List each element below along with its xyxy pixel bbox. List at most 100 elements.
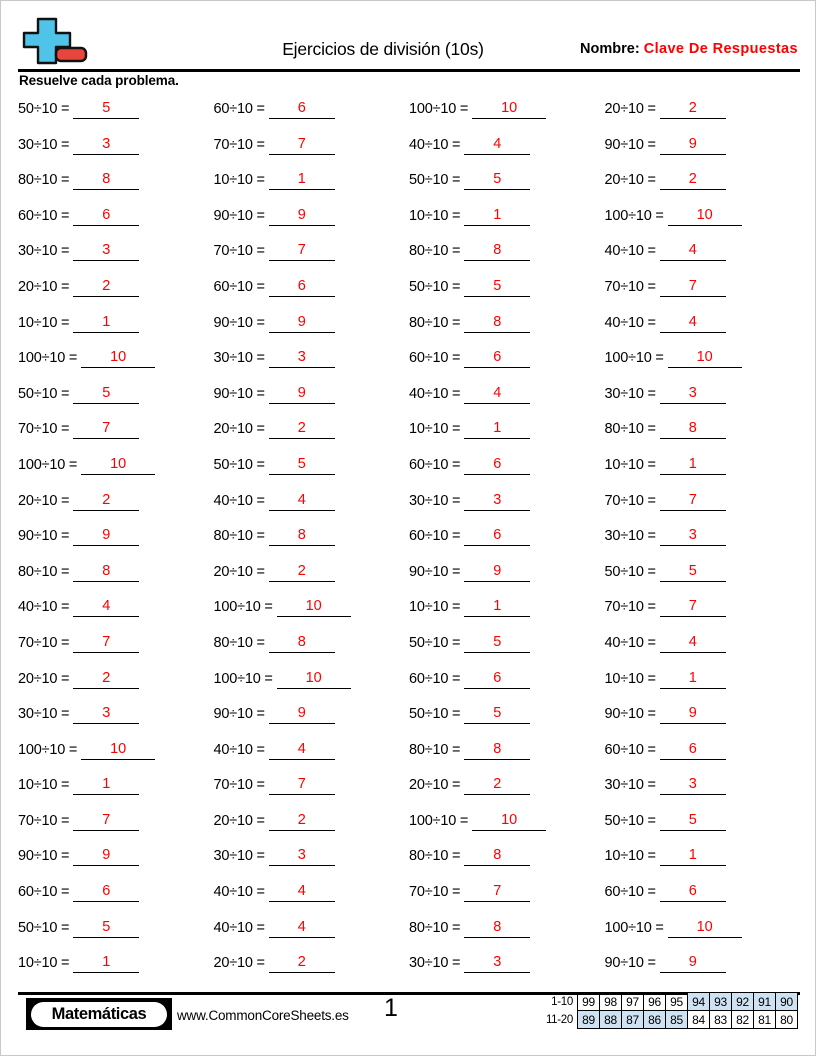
answer-blank[interactable]: 1 [659,845,726,867]
answer-blank[interactable]: 5 [464,703,531,725]
answer-blank[interactable]: 9 [659,134,726,155]
answer-blank[interactable]: 10 [667,917,742,938]
answer-blank[interactable]: 7 [73,418,140,440]
answer-blank[interactable]: 4 [659,240,726,262]
answer-blank[interactable]: 4 [268,739,335,760]
answer-blank[interactable]: 3 [464,952,531,974]
answer-blank[interactable]: 4 [268,917,335,938]
answer-blank[interactable]: 6 [73,205,140,226]
answer-blank[interactable]: 1 [659,454,726,475]
answer-blank[interactable]: 2 [268,810,335,831]
answer-blank[interactable]: 8 [73,169,140,191]
answer-blank[interactable]: 8 [464,240,531,262]
answer-blank[interactable]: 7 [659,490,726,511]
answer-blank[interactable]: 1 [268,169,335,191]
answer-blank[interactable]: 8 [268,525,335,547]
answer-blank[interactable]: 6 [268,276,335,297]
answer-blank[interactable]: 7 [464,881,531,903]
answer-blank[interactable]: 3 [659,383,726,404]
answer-blank[interactable]: 7 [73,632,140,653]
answer-blank[interactable]: 2 [73,668,140,689]
answer-blank[interactable]: 10 [81,454,156,475]
answer-blank[interactable]: 5 [73,383,140,404]
answer-blank[interactable]: 4 [268,881,335,903]
answer-blank[interactable]: 3 [73,240,140,262]
answer-blank[interactable]: 9 [73,845,140,867]
answer-blank[interactable]: 2 [464,774,531,796]
answer-blank[interactable]: 3 [464,490,531,511]
answer-blank[interactable]: 7 [268,240,335,262]
answer-blank[interactable]: 6 [659,881,726,903]
answer-blank[interactable]: 8 [464,312,531,333]
answer-blank[interactable]: 5 [464,276,531,297]
answer-blank[interactable]: 4 [464,383,531,404]
answer-blank[interactable]: 3 [268,347,335,369]
answer-blank[interactable]: 5 [268,454,335,475]
answer-blank[interactable]: 6 [73,881,140,903]
answer-blank[interactable]: 4 [464,134,531,155]
answer-blank[interactable]: 3 [73,703,140,725]
answer-blank[interactable]: 5 [659,810,726,831]
answer-blank[interactable]: 1 [464,205,531,226]
answer-blank[interactable]: 4 [659,632,726,653]
answer-blank[interactable]: 8 [464,739,531,760]
answer-blank[interactable]: 5 [73,98,140,119]
answer-blank[interactable]: 10 [472,98,547,119]
answer-blank[interactable]: 3 [268,845,335,867]
answer-blank[interactable]: 9 [268,703,335,725]
answer-blank[interactable]: 9 [73,525,140,547]
answer-blank[interactable]: 9 [464,561,531,582]
answer-blank[interactable]: 6 [464,347,531,369]
answer-blank[interactable]: 2 [659,169,726,191]
answer-blank[interactable]: 9 [268,312,335,333]
answer-blank[interactable]: 10 [276,668,351,689]
answer-blank[interactable]: 7 [268,134,335,155]
answer-blank[interactable]: 1 [73,952,140,974]
answer-blank[interactable]: 10 [81,739,156,760]
answer-blank[interactable]: 7 [659,276,726,297]
answer-blank[interactable]: 2 [268,561,335,582]
answer-blank[interactable]: 5 [73,917,140,938]
answer-blank[interactable]: 1 [73,774,140,796]
answer-blank[interactable]: 2 [73,276,140,297]
answer-blank[interactable]: 8 [464,917,531,938]
answer-blank[interactable]: 1 [659,668,726,689]
answer-blank[interactable]: 5 [659,561,726,582]
answer-blank[interactable]: 10 [472,810,547,831]
answer-blank[interactable]: 3 [659,774,726,796]
answer-blank[interactable]: 8 [268,632,335,653]
answer-blank[interactable]: 1 [73,312,140,333]
answer-blank[interactable]: 6 [464,454,531,475]
answer-blank[interactable]: 10 [276,596,351,618]
answer-blank[interactable]: 9 [268,205,335,226]
answer-blank[interactable]: 6 [464,525,531,547]
answer-blank[interactable]: 7 [659,596,726,618]
answer-blank[interactable]: 10 [667,205,742,226]
answer-blank[interactable]: 1 [464,418,531,440]
answer-blank[interactable]: 1 [464,596,531,618]
answer-blank[interactable]: 2 [659,98,726,119]
answer-blank[interactable]: 6 [464,668,531,689]
answer-blank[interactable]: 10 [667,347,742,369]
answer-blank[interactable]: 9 [268,383,335,404]
answer-blank[interactable]: 7 [73,810,140,831]
answer-blank[interactable]: 8 [464,845,531,867]
answer-blank[interactable]: 3 [73,134,140,155]
answer-blank[interactable]: 5 [464,632,531,653]
answer-blank[interactable]: 8 [73,561,140,582]
answer-blank[interactable]: 10 [81,347,156,369]
answer-blank[interactable]: 6 [659,739,726,760]
answer-blank[interactable]: 4 [659,312,726,333]
answer-blank[interactable]: 3 [659,525,726,547]
answer-blank[interactable]: 7 [268,774,335,796]
answer-blank[interactable]: 4 [268,490,335,511]
answer-blank[interactable]: 4 [73,596,140,618]
answer-blank[interactable]: 5 [464,169,531,191]
answer-blank[interactable]: 2 [268,952,335,974]
answer-blank[interactable]: 8 [659,418,726,440]
answer-blank[interactable]: 9 [659,952,726,974]
answer-blank[interactable]: 2 [73,490,140,511]
answer-blank[interactable]: 2 [268,418,335,440]
answer-blank[interactable]: 6 [268,98,335,119]
answer-blank[interactable]: 9 [659,703,726,725]
